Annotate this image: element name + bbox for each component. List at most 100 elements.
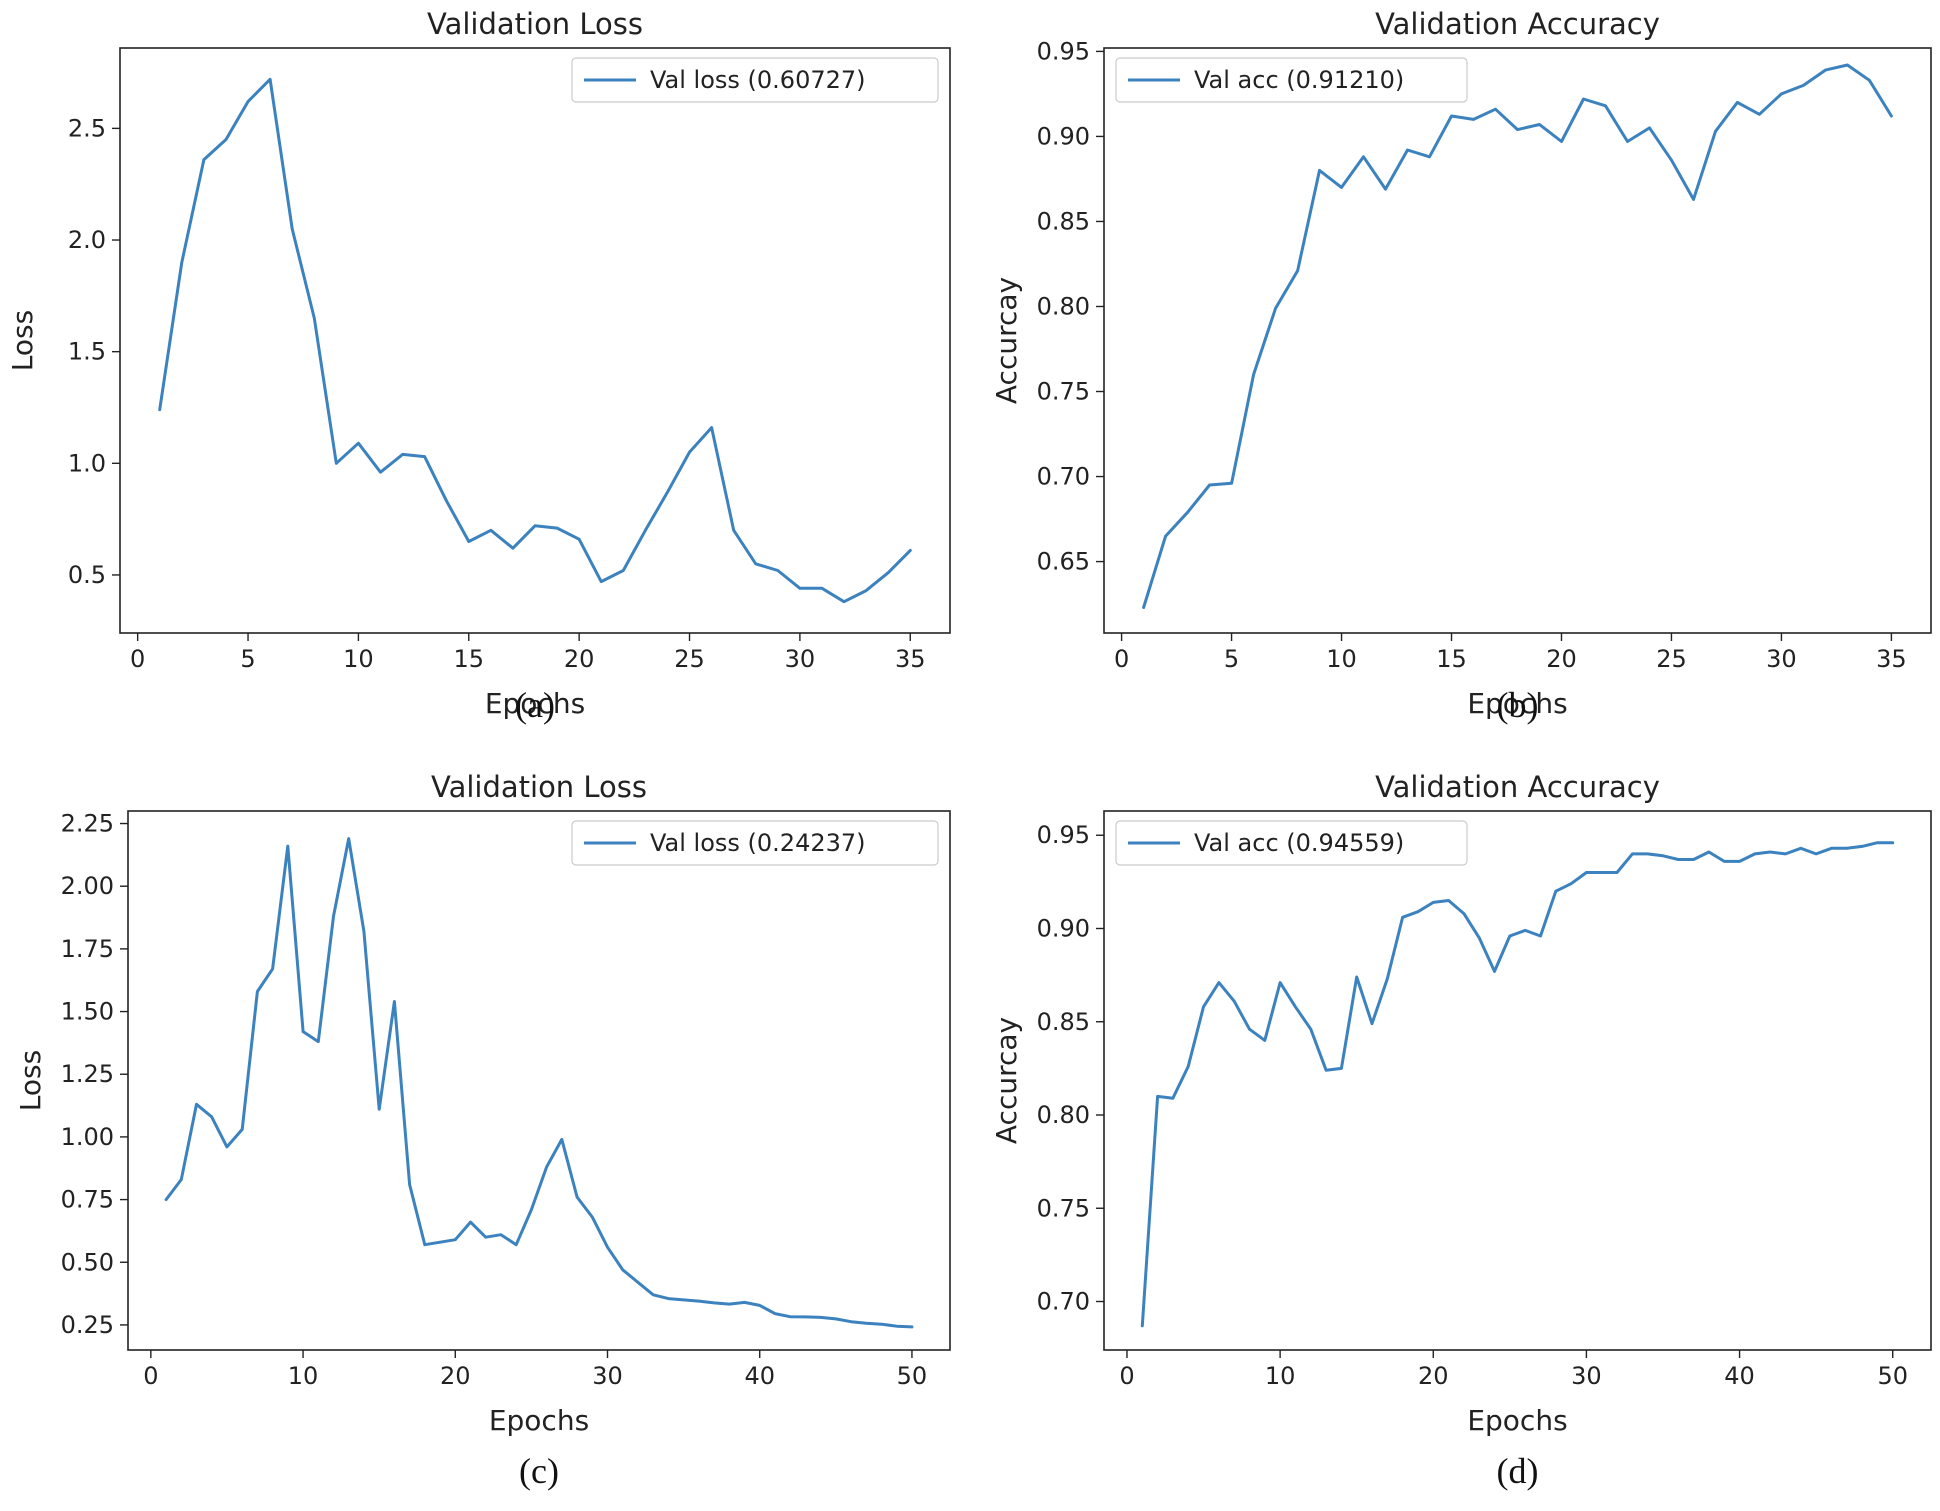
data-point xyxy=(533,524,537,528)
data-point xyxy=(545,1165,548,1169)
data-point xyxy=(1462,912,1466,915)
data-point xyxy=(514,1243,518,1246)
data-point xyxy=(1890,114,1893,118)
data-point xyxy=(1626,140,1629,143)
data-point xyxy=(575,1195,579,1199)
y-tick-label: 0.85 xyxy=(1037,1008,1090,1036)
data-point xyxy=(1186,511,1189,514)
chart-title: Validation Accuracy xyxy=(1375,7,1660,41)
x-tick-label: 40 xyxy=(744,1362,775,1390)
data-point xyxy=(180,261,184,264)
data-point xyxy=(636,1281,640,1284)
data-point xyxy=(682,1298,685,1302)
y-tick-label: 2.0 xyxy=(68,226,106,254)
legend-label: Val loss (0.24237) xyxy=(650,829,866,857)
data-point xyxy=(210,1115,213,1119)
y-tick-label: 2.00 xyxy=(61,872,114,900)
data-point xyxy=(688,450,691,454)
x-tick-label: 50 xyxy=(897,1362,928,1390)
data-point xyxy=(849,1320,853,1323)
data-point xyxy=(788,1315,792,1318)
data-point xyxy=(865,1321,868,1325)
data-point xyxy=(362,930,366,933)
plot-frame xyxy=(127,810,951,1351)
y-tick-label: 1.0 xyxy=(68,449,106,477)
legend-label: Val acc (0.91210) xyxy=(1194,66,1404,94)
data-point xyxy=(1232,1000,1236,1003)
data-point xyxy=(1707,850,1711,854)
data-point xyxy=(1432,901,1435,904)
data-point xyxy=(158,408,161,411)
x-tick-label: 30 xyxy=(1766,645,1797,673)
data-point xyxy=(1860,845,1864,848)
x-tick-label: 40 xyxy=(1724,1362,1755,1390)
data-point xyxy=(1294,1005,1297,1009)
data-point xyxy=(834,1317,838,1321)
data-point xyxy=(1362,155,1365,159)
data-point xyxy=(1406,148,1409,152)
y-tick-label: 0.5 xyxy=(68,561,106,589)
data-point xyxy=(1248,1028,1251,1031)
x-tick-label: 5 xyxy=(240,645,255,673)
data-point xyxy=(332,915,335,918)
data-point xyxy=(1494,108,1497,111)
x-tick-label: 50 xyxy=(1877,1362,1908,1390)
data-point xyxy=(454,1238,457,1241)
data-point xyxy=(560,1138,564,1141)
x-tick-label: 30 xyxy=(592,1362,623,1390)
data-point xyxy=(530,1208,533,1211)
data-point xyxy=(1891,841,1894,844)
data-point xyxy=(819,1316,822,1319)
y-tick-label: 0.75 xyxy=(1037,1194,1090,1222)
data-point xyxy=(1780,92,1783,96)
data-point xyxy=(758,1304,761,1307)
data-point xyxy=(1516,128,1519,131)
data-point xyxy=(1370,1022,1374,1025)
data-point xyxy=(555,526,559,530)
data-point xyxy=(423,455,426,458)
x-tick-label: 20 xyxy=(440,1362,471,1390)
y-tick-label: 0.75 xyxy=(1037,378,1090,406)
x-tick-label: 30 xyxy=(785,645,816,673)
data-point xyxy=(1738,860,1741,863)
data-point xyxy=(423,1243,427,1246)
legend-box xyxy=(571,820,939,866)
data-point xyxy=(1309,1028,1312,1031)
data-point xyxy=(1692,198,1695,201)
data-point xyxy=(820,587,824,590)
data-point xyxy=(1846,63,1849,67)
data-point xyxy=(379,471,382,474)
data-point xyxy=(1340,1067,1343,1070)
y-tick-label: 0.95 xyxy=(1037,821,1090,849)
data-point xyxy=(577,538,581,541)
data-point xyxy=(1802,84,1805,87)
data-point xyxy=(600,580,603,583)
data-point xyxy=(1646,852,1649,856)
y-tick-label: 0.75 xyxy=(61,1186,114,1214)
data-point xyxy=(743,1301,746,1304)
data-point xyxy=(1736,101,1739,104)
data-point xyxy=(438,1241,442,1244)
data-point xyxy=(1450,114,1453,118)
x-tick-label: 15 xyxy=(1436,645,1467,673)
x-tick-label: 0 xyxy=(1114,645,1129,673)
chart-title: Validation Loss xyxy=(431,770,647,804)
data-point xyxy=(1187,1065,1190,1068)
data-point xyxy=(842,600,846,603)
legend-box xyxy=(571,57,939,103)
data-point xyxy=(1538,123,1541,126)
data-point xyxy=(1416,910,1420,913)
data-point xyxy=(1478,936,1481,940)
data-point xyxy=(195,1103,198,1106)
data-point xyxy=(666,491,669,494)
data-point xyxy=(401,453,404,456)
data-point xyxy=(271,967,274,971)
x-axis-label: Epochs xyxy=(485,687,585,720)
panel-a: Validation Loss 0 5 10 15 20 25 30 35 0.5 1.0 1.5 2.… xyxy=(0,0,970,740)
data-point xyxy=(1615,871,1619,874)
y-tick-label: 0.80 xyxy=(1037,1101,1090,1129)
data-point xyxy=(1324,1069,1328,1072)
panel-b: Validation Accuracy 0 5 10 15 20 25 30 35 0.65 0.7… xyxy=(0,0,1940,740)
